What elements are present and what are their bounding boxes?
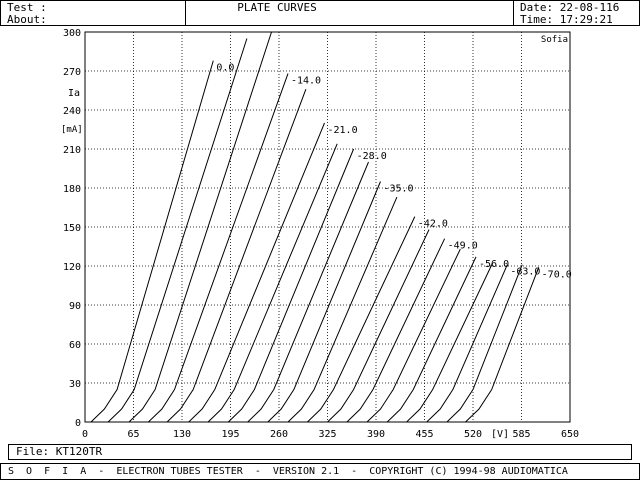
curve-label: -28.0 [357, 151, 387, 162]
y-tick-label: 60 [69, 340, 81, 351]
plate-curve [128, 31, 272, 423]
copyright-banner: S O F I A - ELECTRON TUBES TESTER - VERS… [8, 466, 568, 477]
plate-curve [406, 263, 493, 423]
plate-curve [327, 229, 430, 423]
curve-label: 0.0 [216, 63, 234, 74]
test-label: Test : [7, 1, 47, 14]
datetime-box [513, 0, 640, 26]
plate-curve [426, 264, 508, 423]
x-tick-label: 0 [82, 429, 88, 440]
plate-curve [267, 181, 381, 423]
x-tick-label: 325 [318, 429, 336, 440]
x-tick-label: 130 [173, 429, 191, 440]
y-tick-label: 240 [63, 106, 81, 117]
y-tick-label: 180 [63, 184, 81, 195]
plate-curve [386, 256, 477, 423]
x-tick-label: 260 [270, 429, 288, 440]
curve-label: -21.0 [328, 125, 358, 136]
plate-curve [465, 267, 540, 423]
x-tick-label: 455 [415, 429, 433, 440]
plate-curve [107, 38, 248, 423]
y-axis-label: Ia [68, 88, 80, 99]
y-tick-label: 30 [69, 379, 81, 390]
y-tick-label: 90 [69, 301, 81, 312]
plate-curve [166, 89, 307, 423]
plate-curve [148, 73, 289, 423]
curve-label: -35.0 [383, 184, 413, 195]
corner-label: Sofia [541, 35, 568, 45]
plate-curve [346, 238, 446, 423]
plate-curve [188, 122, 325, 423]
plate-curve [287, 196, 398, 423]
x-tick-label: 650 [561, 429, 579, 440]
curve-label: -70.0 [542, 269, 572, 280]
plate-curve [446, 264, 523, 423]
plate-curve [307, 216, 416, 423]
x-axis-label: [V] [491, 429, 509, 440]
y-axis-unit: [mA] [61, 125, 83, 135]
file-name: File: KT120TR [16, 445, 103, 458]
plate-curve [90, 60, 214, 423]
plate-curve [247, 161, 369, 423]
file-box [8, 444, 632, 460]
curve-label: -42.0 [418, 219, 448, 230]
curve-label: -14.0 [291, 76, 321, 87]
test-field-box [0, 0, 186, 26]
curve-label: -56.0 [479, 259, 509, 270]
time-text: Time: 17:29:21 [520, 13, 613, 26]
x-tick-label: 520 [464, 429, 482, 440]
x-tick-label: 65 [127, 429, 139, 440]
date-text: Date: 22-08-116 [520, 1, 620, 14]
y-tick-label: 210 [63, 145, 81, 156]
plate-curve [207, 143, 338, 423]
about-label: About: [7, 13, 47, 26]
chart-title: PLATE CURVES [237, 1, 317, 14]
plate-curve [227, 148, 355, 423]
x-tick-label: 195 [221, 429, 239, 440]
x-tick-label: 390 [367, 429, 385, 440]
y-tick-label: 120 [63, 262, 81, 273]
y-tick-label: 300 [63, 28, 81, 39]
plate-curve [366, 248, 461, 423]
y-tick-label: 0 [75, 418, 81, 429]
curve-label: -49.0 [448, 241, 478, 252]
curve-label: -63.0 [510, 267, 540, 278]
y-tick-label: 150 [63, 223, 81, 234]
x-tick-label: 585 [512, 429, 530, 440]
y-tick-label: 270 [63, 67, 81, 78]
title-box [185, 0, 514, 26]
